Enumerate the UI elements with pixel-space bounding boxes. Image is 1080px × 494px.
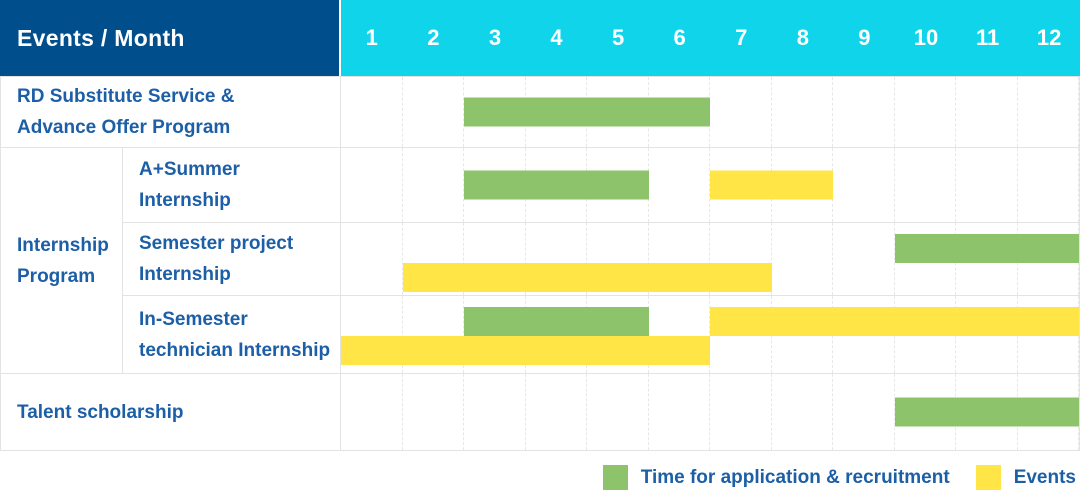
group-label-line: Program — [17, 265, 96, 287]
month-header-strip: 1 2 3 4 5 6 7 8 9 10 11 12 — [341, 0, 1080, 76]
row-label-line: In-Semester — [139, 308, 248, 330]
legend-item: Events — [975, 465, 1076, 490]
row-label: A+Summer Internship — [123, 148, 341, 222]
row-label-line: A+Summer — [139, 159, 240, 180]
row-chart-area — [341, 374, 1079, 450]
row-label: RD Substitute Service & Advance Offer Pro… — [1, 77, 341, 147]
month-grid-cell — [464, 223, 526, 295]
month-grid-cell — [649, 223, 710, 295]
row-label: Talent scholarship — [1, 374, 341, 450]
month-grid-cell — [956, 148, 1018, 222]
gantt-row: In-Semester technician Internship — [123, 296, 1079, 373]
gantt-bar-application — [464, 307, 649, 336]
row-label-line: Talent scholarship — [17, 401, 184, 423]
legend: Time for application & recruitment Events — [0, 451, 1080, 490]
month-header-cell: 11 — [975, 25, 1000, 50]
gantt-bar-application — [464, 170, 649, 200]
row-label-line: Semester project — [139, 233, 294, 254]
row-chart-area — [341, 148, 1079, 222]
month-grid-cell — [1018, 77, 1079, 147]
row-label-line: Internship — [139, 264, 231, 285]
month-grid-cell — [526, 223, 587, 295]
row-label-line: technician Internship — [139, 339, 331, 361]
gantt-bar-application — [894, 397, 1079, 427]
row-label: Semester project Internship — [123, 223, 341, 295]
month-grid-cell — [403, 296, 464, 373]
month-header-cell: 5 — [611, 25, 625, 50]
month-header-cell: 12 — [1036, 25, 1062, 50]
month-grid-cell — [833, 223, 895, 295]
month-grid-cell — [403, 148, 464, 222]
gantt-bar-event — [710, 170, 833, 200]
legend-label: Events — [1013, 466, 1076, 488]
month-grid-cell — [587, 374, 649, 450]
group-label: Internship Program — [1, 148, 123, 373]
header-events-month-label: Events / Month — [0, 0, 341, 76]
row-chart-area — [341, 223, 1079, 295]
schedule-gantt-chart: Events / Month 1 2 3 4 5 6 7 8 9 10 11 12 RD Substi… — [0, 0, 1080, 451]
month-grid-cell — [772, 77, 833, 147]
group-rows: A+Summer Internship Semester project Intern… — [123, 148, 1079, 373]
month-grid-cell — [772, 223, 833, 295]
gantt-row: RD Substitute Service & Advance Offer Pro… — [1, 77, 1079, 148]
month-grid-cell — [341, 374, 403, 450]
month-grid-cell — [341, 296, 403, 373]
month-grid-cell — [710, 223, 772, 295]
month-header-cell: 7 — [735, 25, 748, 50]
month-header-cell: 10 — [913, 25, 939, 50]
gantt-body: RD Substitute Service & Advance Offer Pro… — [0, 76, 1080, 451]
row-chart-area — [341, 77, 1079, 147]
month-grid-cell — [649, 296, 710, 373]
gantt-bar-event — [341, 336, 710, 365]
gantt-row: Talent scholarship — [1, 374, 1079, 450]
month-grid-cell — [772, 374, 833, 450]
row-chart-area — [341, 296, 1079, 373]
month-grid-cell — [833, 77, 895, 147]
group-label-line: Internship — [17, 234, 109, 256]
month-header-cell: 2 — [427, 25, 440, 50]
row-label: In-Semester technician Internship — [123, 296, 341, 373]
month-header-cell: 9 — [858, 25, 871, 50]
group-block: Internship Program A+Summer Internship Semes… — [1, 148, 1079, 374]
month-grid-cell — [403, 77, 464, 147]
gantt-bar-application — [894, 234, 1079, 263]
row-label-line: Internship — [139, 190, 231, 211]
month-header-cell: 1 — [365, 25, 378, 50]
month-grid-cell — [649, 374, 710, 450]
legend-swatch-application — [602, 465, 628, 490]
gantt-bar-event — [402, 263, 772, 292]
month-header-cell: 4 — [550, 25, 563, 50]
table-header-row: Events / Month 1 2 3 4 5 6 7 8 9 10 11 12 — [0, 0, 1080, 76]
month-grid-cell — [587, 223, 649, 295]
month-grid-cell — [464, 374, 526, 450]
row-label-line: Advance Offer Program — [17, 117, 231, 138]
month-grid-cell — [341, 148, 403, 222]
month-grid-cell — [895, 77, 956, 147]
month-grid-cell — [403, 223, 464, 295]
gantt-row: Semester project Internship — [123, 223, 1079, 296]
month-grid-cell — [649, 148, 710, 222]
month-grid-cell — [833, 374, 895, 450]
month-grid-cell — [526, 374, 587, 450]
legend-label: Time for application & recruitment — [640, 466, 950, 488]
month-grid-cell — [341, 223, 403, 295]
month-grid-cell — [403, 374, 464, 450]
gantt-bar-application — [464, 97, 710, 127]
month-header-cell: 3 — [488, 25, 502, 50]
month-grid-cell — [710, 374, 772, 450]
legend-item: Time for application & recruitment — [602, 465, 950, 490]
month-grid-cell — [895, 148, 956, 222]
month-grid-cell — [956, 77, 1018, 147]
month-grid-cell — [833, 148, 895, 222]
gantt-bar-event — [710, 307, 1079, 336]
month-grid-cell — [341, 77, 403, 147]
gantt-row: A+Summer Internship — [123, 148, 1079, 223]
month-header-cell: 6 — [673, 25, 686, 50]
month-grid-cell — [1018, 148, 1079, 222]
month-header-cell: 8 — [796, 25, 809, 50]
row-label-line: RD Substitute Service & — [17, 86, 235, 107]
legend-swatch-event — [975, 465, 1001, 490]
month-grid-cell — [710, 77, 772, 147]
